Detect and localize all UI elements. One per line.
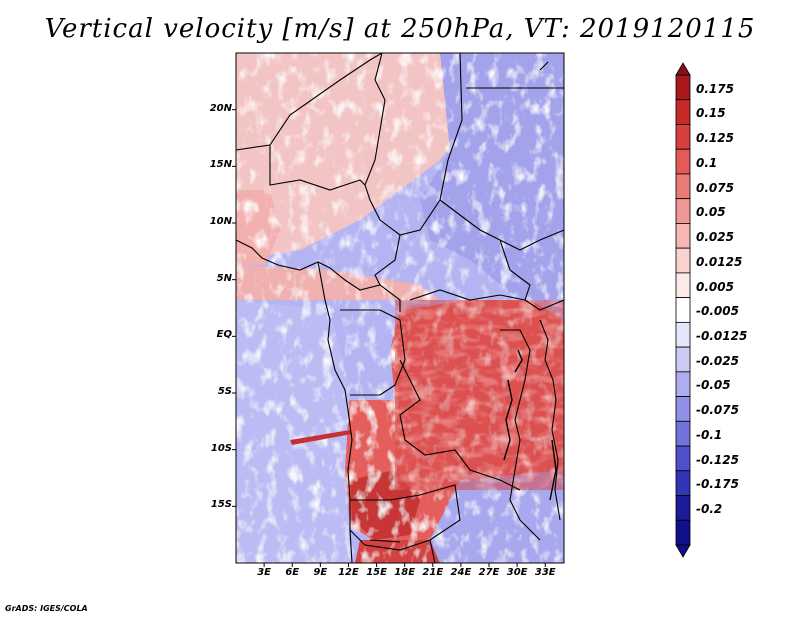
lakes <box>503 349 557 501</box>
colorbar-label: -0.1 <box>696 427 723 442</box>
lon-label: 15E <box>366 567 387 578</box>
lon-label: 18E <box>394 567 416 578</box>
lat-label: 20N <box>209 102 232 114</box>
lon-label: 33E <box>534 567 556 578</box>
colorbar-bottom-arrow <box>675 544 691 558</box>
colorbar-box <box>675 470 691 496</box>
lat-label: 15N <box>209 159 232 171</box>
colorbar-label: -0.075 <box>696 403 739 418</box>
colorbar-box <box>675 346 691 373</box>
colorbar-label: 0.175 <box>696 81 734 96</box>
colorbar-label: 0.1 <box>696 155 718 170</box>
lon-label: 6E <box>285 567 300 578</box>
colorbar-box <box>675 99 691 125</box>
colorbar-box <box>675 321 691 348</box>
lat-label: 10S <box>210 442 232 454</box>
lon-label: 9E <box>313 567 328 578</box>
colorbar-box <box>675 371 691 397</box>
lat-label: 10N <box>209 216 232 227</box>
map-title: Vertical velocity [m/s] at 250hPa, VT: 2… <box>44 14 756 44</box>
colorbar-box <box>675 495 691 521</box>
lon-label: 3E <box>257 567 271 578</box>
axis-ticks <box>232 109 546 567</box>
colorbar-box <box>675 396 691 422</box>
colorbar-label: 0.075 <box>696 180 734 195</box>
lon-label: 27E <box>478 567 500 578</box>
colorbar-box <box>675 223 691 249</box>
lat-label: EQ <box>216 329 232 341</box>
colorbar-box <box>675 297 691 323</box>
country-borders <box>236 53 564 563</box>
colorbar-label: 0.0125 <box>696 254 743 269</box>
colorbar-label: 0.025 <box>696 230 734 245</box>
lon-label: 21E <box>422 567 444 578</box>
colorbar-box <box>675 420 691 447</box>
lat-label: 5N <box>216 272 232 284</box>
colorbar-label: 0.15 <box>696 106 726 121</box>
colorbar-label: -0.2 <box>696 502 723 517</box>
colorbar-box <box>675 173 691 200</box>
credit-text: GrADS: IGES/COLA <box>5 604 88 613</box>
colorbar-box <box>675 198 691 224</box>
colorbar-box <box>675 124 691 150</box>
colorbar-label: -0.0125 <box>696 328 748 343</box>
colorbar-label: 0.05 <box>696 205 726 220</box>
colorbar-label: -0.025 <box>696 353 739 368</box>
lon-label: 24E <box>450 567 472 578</box>
colorbar-box <box>675 148 691 175</box>
colorbar-label: -0.125 <box>696 452 739 467</box>
colorbar-box <box>675 247 691 274</box>
colorbar-label: -0.005 <box>696 304 739 319</box>
colorbar-box <box>675 519 691 546</box>
map-frame <box>235 52 565 564</box>
lat-label: 5S <box>217 386 232 397</box>
colorbar <box>675 62 691 558</box>
colorbar-label: -0.175 <box>696 477 739 492</box>
colorbar-box <box>675 74 691 101</box>
colorbar-label: 0.005 <box>696 279 734 294</box>
colorbar-top-arrow <box>675 62 691 76</box>
lat-label: 15S <box>210 499 232 511</box>
lon-label: 12E <box>338 567 359 578</box>
colorbar-label: -0.05 <box>696 378 731 393</box>
colorbar-box <box>675 272 691 299</box>
colorbar-box <box>675 445 691 472</box>
lon-label: 30E <box>506 567 528 578</box>
colorbar-label: 0.125 <box>696 131 734 146</box>
